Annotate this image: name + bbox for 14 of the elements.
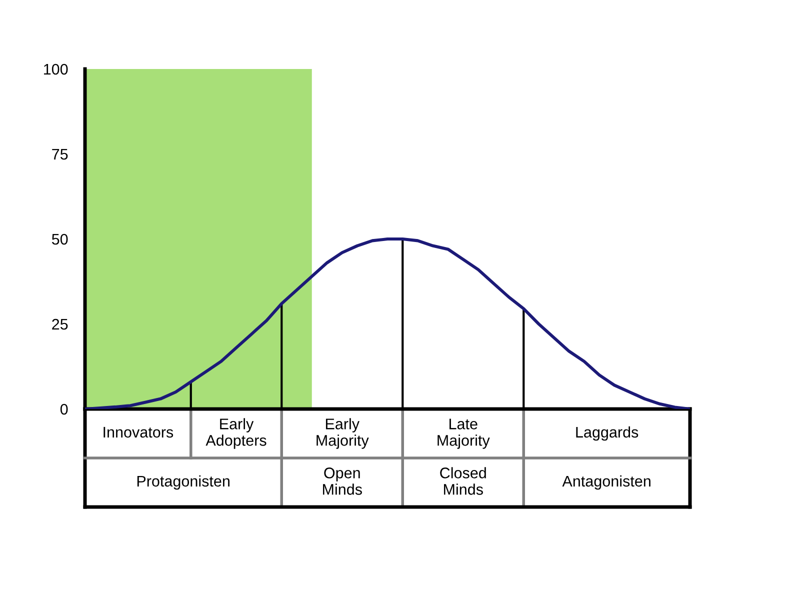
- text: Early Adopters: [206, 418, 266, 449]
- y-tick-label: 100: [44, 64, 68, 75]
- y-tick-label: 75: [52, 149, 68, 160]
- text: Protagonisten: [137, 475, 230, 490]
- text: Open Minds: [323, 468, 362, 495]
- y-tick-label: 25: [52, 318, 68, 330]
- text: Innovators: [104, 426, 174, 438]
- text: Laggards: [576, 426, 638, 441]
- text: Late Majority: [438, 418, 490, 449]
- text: Early Majority: [316, 418, 369, 449]
- y-tick-label: 0: [60, 404, 68, 415]
- text: Antagonisten: [562, 475, 650, 490]
- y-tick-label: 50: [52, 234, 68, 245]
- text: Closed Minds: [440, 467, 486, 495]
